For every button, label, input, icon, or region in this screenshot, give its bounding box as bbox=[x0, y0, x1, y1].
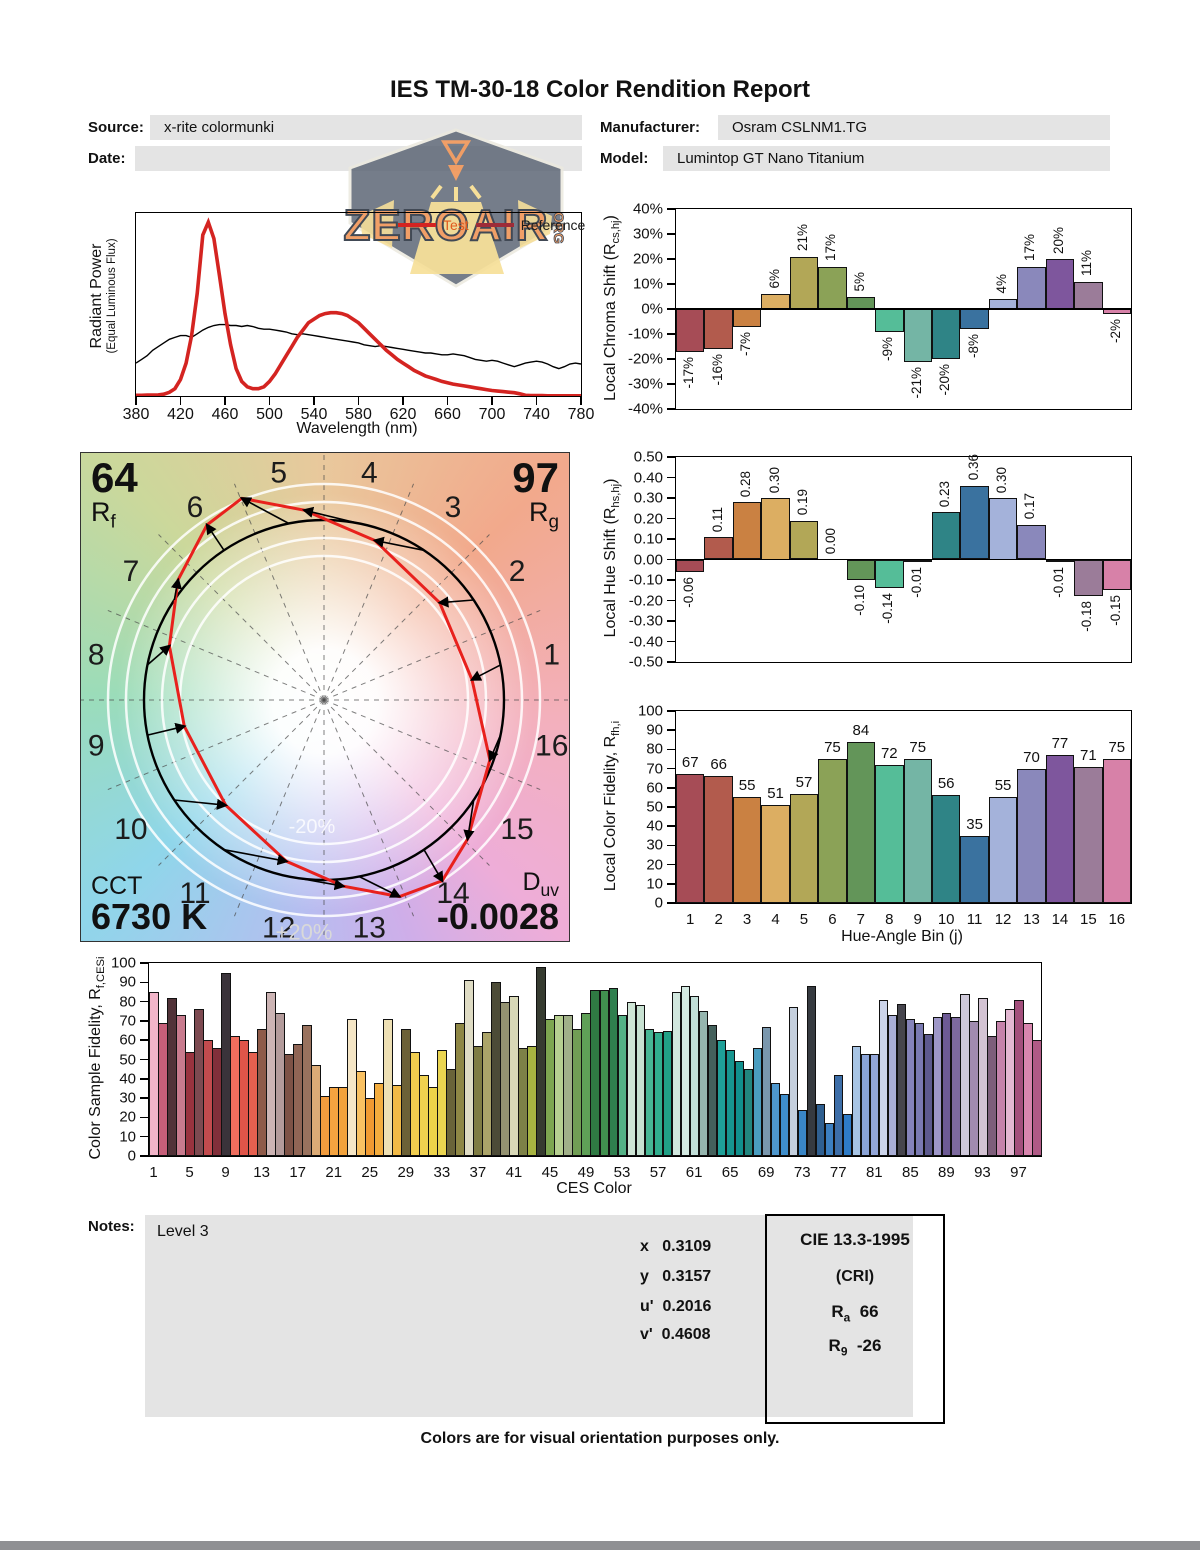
svg-text:9: 9 bbox=[88, 729, 105, 762]
notes-value: Level 3 bbox=[157, 1223, 209, 1240]
ces-x-label: CES Color bbox=[556, 1180, 632, 1197]
svg-text:15: 15 bbox=[500, 813, 533, 846]
svg-text:6: 6 bbox=[187, 491, 204, 524]
svg-text:-20%: -20% bbox=[289, 816, 336, 838]
hue-shift-y-label: Local Hue Shift (Rhs,hj) bbox=[601, 478, 623, 638]
flashlight-icon bbox=[440, 140, 472, 166]
svg-text:2: 2 bbox=[509, 555, 526, 588]
model-field[interactable]: Lumintop GT Nano Titanium bbox=[663, 146, 1110, 171]
svg-text:14: 14 bbox=[436, 877, 469, 910]
source-value: x-rite colormunki bbox=[164, 119, 275, 136]
local-fidelity-y-label: Local Color Fidelity, Rfh,i bbox=[601, 720, 623, 892]
chroma-shift-chart: -17% -16% -7% 6% 21% 17% 5% -9% -21% -20% -8% 4% 17%… bbox=[628, 201, 1132, 418]
manufacturer-label: Manufacturer: bbox=[600, 119, 701, 136]
reference-line-swatch bbox=[475, 223, 514, 227]
spd-legend: Test Reference bbox=[398, 217, 585, 233]
svg-text:4: 4 bbox=[361, 456, 378, 489]
cri-box: CIE 13.3-1995 (CRI) Ra 66 R9 -26 bbox=[765, 1214, 945, 1424]
cie-title: CIE 13.3-1995 bbox=[800, 1230, 910, 1249]
legend-test-label: Test bbox=[443, 217, 469, 233]
notes-field[interactable]: Level 3 bbox=[145, 1215, 913, 1417]
rg-score: 97 Rg bbox=[512, 454, 559, 533]
spd-chart-plot: 380 420 460 500 540 580 620 660 700 740 780 bbox=[123, 212, 594, 423]
ces-y-label: Color Sample Fidelity, Rf,CESi bbox=[86, 956, 108, 1160]
chroma-shift-y-label: Local Chroma Shift (Rcs,hj) bbox=[601, 215, 623, 401]
spd-x-axis-label: Wavelength (nm) bbox=[296, 420, 418, 437]
model-value: Lumintop GT Nano Titanium bbox=[677, 150, 865, 167]
notes-label: Notes: bbox=[88, 1218, 135, 1235]
svg-text:3: 3 bbox=[445, 491, 462, 524]
svg-text:+20%: +20% bbox=[276, 919, 333, 940]
hue-angle-bin-x-label: Hue-Angle Bin (j) bbox=[841, 928, 963, 945]
logo-suffix-text: ORG bbox=[551, 212, 567, 244]
duv-value: Duv -0.0028 bbox=[436, 867, 559, 937]
hue-shift-chart: -0.06 0.11 0.28 0.30 0.19 0.00 -0.10 -0.14 -0.01… bbox=[629, 449, 1132, 671]
chromaticity-v: v' 0.4608 bbox=[640, 1326, 711, 1343]
rf-score: 64 Rf bbox=[91, 454, 138, 533]
local-fidelity-chart: 67 1 66 2 55 3 51 4 57 5 75 6 84 7 72 8 75 9 56 10 35 11 55 12 7… bbox=[638, 703, 1132, 928]
cct-value: CCT 6730 K bbox=[91, 872, 208, 937]
spd-y-axis-label: Radiant Power (Equal Luminous Flux) bbox=[88, 238, 118, 354]
legend-reference-label: Reference bbox=[520, 217, 586, 233]
chromaticity-x: x 0.3109 bbox=[640, 1238, 712, 1255]
report-title: IES TM-30-18 Color Rendition Report bbox=[389, 76, 811, 103]
test-line-swatch bbox=[398, 223, 436, 227]
svg-text:11: 11 bbox=[179, 877, 210, 910]
svg-text:10: 10 bbox=[114, 813, 147, 846]
source-field[interactable]: x-rite colormunki bbox=[150, 115, 582, 140]
svg-text:8: 8 bbox=[88, 639, 105, 672]
chromaticity-y: y 0.3157 bbox=[640, 1268, 712, 1285]
svg-text:1: 1 bbox=[543, 639, 560, 672]
source-label: Source: bbox=[88, 119, 144, 136]
svg-text:16: 16 bbox=[535, 729, 568, 762]
r9-value: R9 -26 bbox=[828, 1336, 882, 1359]
date-label: Date: bbox=[88, 150, 126, 167]
footer-note: Colors are for visual orientation purpos… bbox=[420, 1430, 780, 1447]
ra-value: Ra 66 bbox=[831, 1302, 879, 1325]
svg-text:12: 12 bbox=[262, 912, 295, 940]
manufacturer-value: Osram CSLNM1.TG bbox=[732, 119, 868, 136]
svg-text:5: 5 bbox=[270, 456, 287, 489]
manufacturer-field[interactable]: Osram CSLNM1.TG bbox=[718, 115, 1110, 140]
model-label: Model: bbox=[600, 150, 649, 167]
page-bottom-edge bbox=[0, 1541, 1200, 1550]
ces-fidelity-chart: 1 5 9 13 17 21 25 29 33 37 41 45 49 53 57 61 65 69 73 77 81 8… bbox=[111, 955, 1042, 1181]
svg-text:7: 7 bbox=[123, 555, 140, 588]
color-vector-graphic: 1 2 3 4 5 6 7 8 9 10 11 12 13 14 15 16 +20% -20% 64 Rf 97… bbox=[80, 452, 570, 942]
svg-text:13: 13 bbox=[353, 912, 386, 940]
cie-subtitle: (CRI) bbox=[835, 1268, 875, 1285]
chromaticity-u: u' 0.2016 bbox=[640, 1298, 712, 1315]
